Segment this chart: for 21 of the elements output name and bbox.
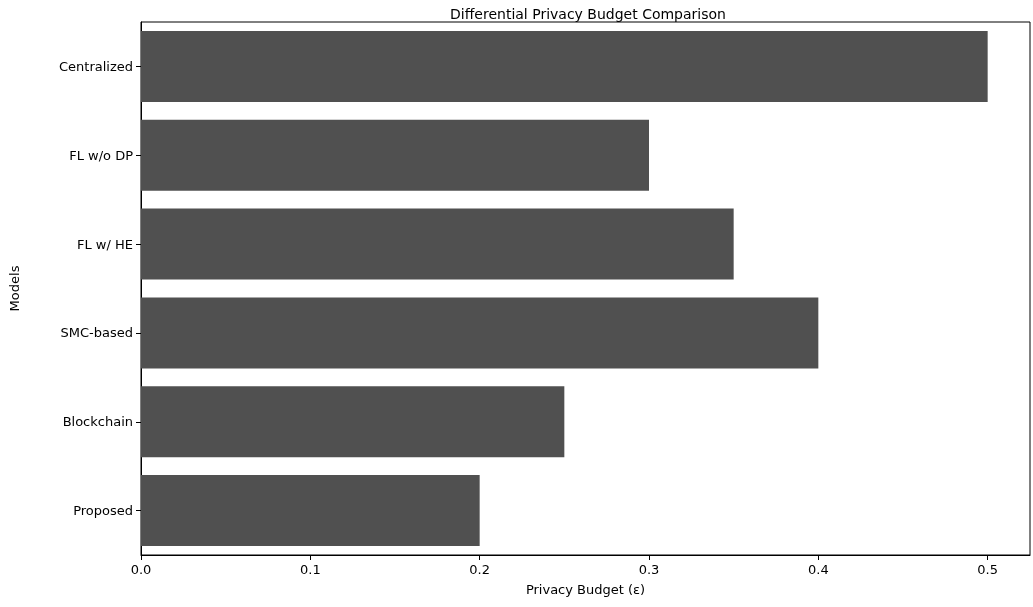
y-tick-label: FL w/ HE [77,236,133,252]
y-tick-label: Centralized [58,58,133,74]
y-tick-label: Proposed [73,503,133,519]
bar [141,386,565,458]
y-tick-label: SMC-based [60,325,133,341]
x-tick-label: 0.5 [977,562,999,577]
bar [141,119,649,191]
y-axis-title: Models [7,265,22,312]
x-tick-label: 0.4 [807,562,829,577]
x-tick-label: 0.0 [130,562,152,577]
x-tick-label: 0.3 [638,562,660,577]
y-tick-label: Blockchain [62,414,133,430]
x-tick-label: 0.2 [469,562,491,577]
bar [141,30,988,102]
chart-title: Differential Privacy Budget Comparison [450,6,726,22]
bar [141,475,480,547]
x-tick-label: 0.1 [299,562,321,577]
bar [141,208,734,280]
x-axis-title: Privacy Budget (ε) [525,582,646,597]
bar [141,297,819,369]
y-tick-label: FL w/o DP [69,147,134,163]
